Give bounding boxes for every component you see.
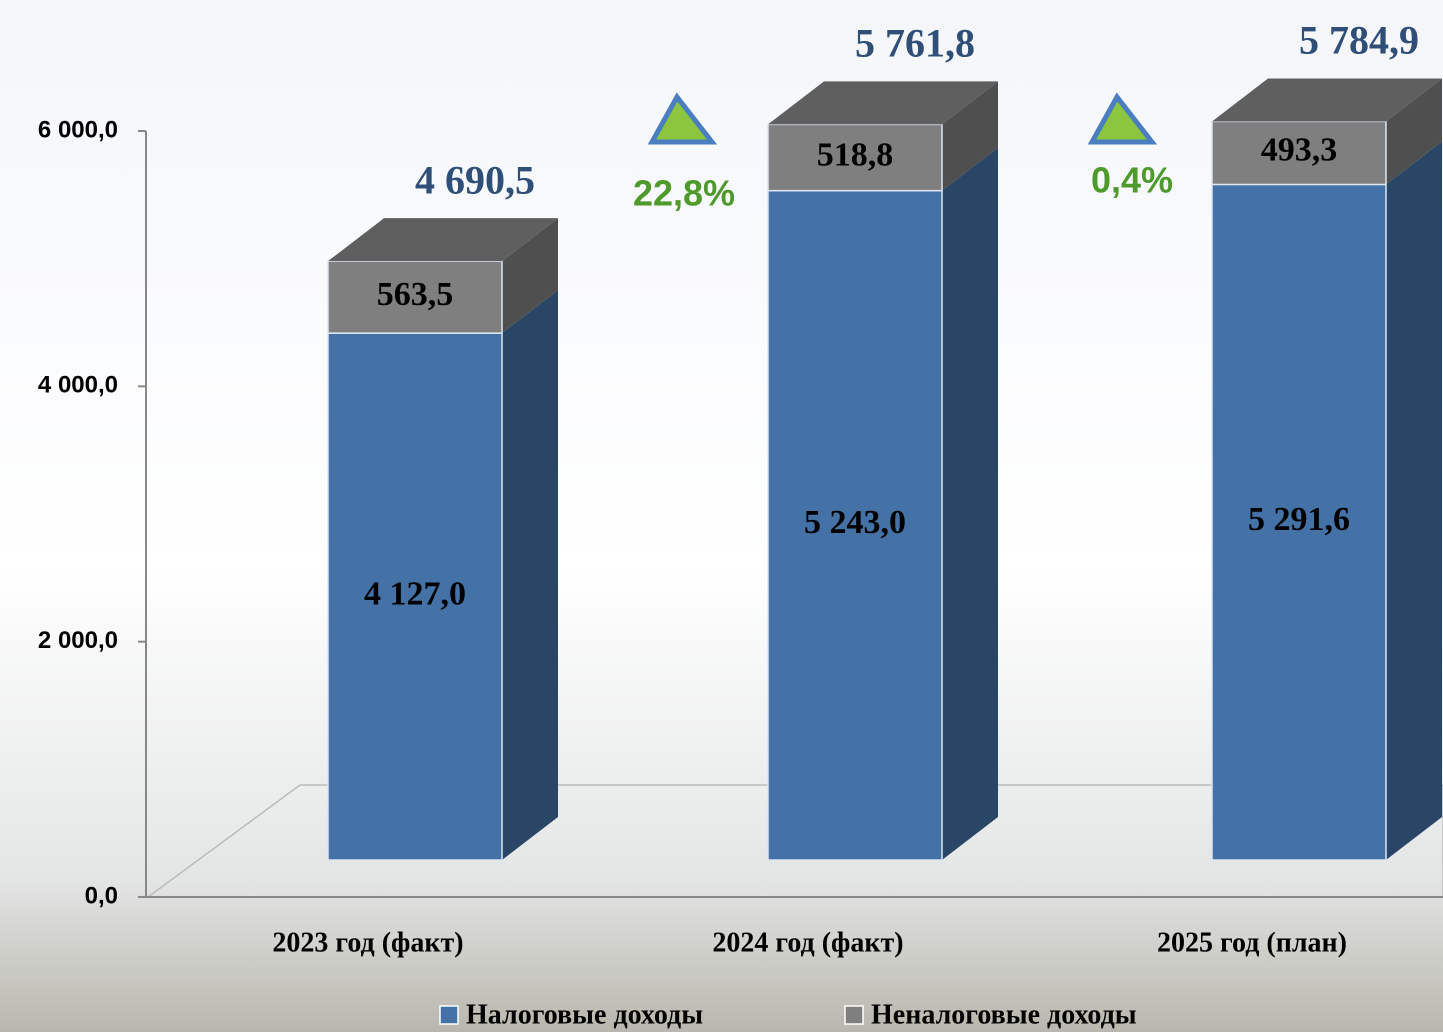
y-tick-label: 6 000,0 [38, 116, 118, 143]
data-label: 5 243,0 [804, 504, 906, 541]
bar [327, 332, 503, 861]
bar-side [1386, 78, 1442, 185]
total-label: 5 784,9 [1299, 18, 1419, 63]
bar [1211, 183, 1387, 861]
growth-label: 0,4% [1091, 160, 1173, 201]
bar-side [942, 147, 998, 860]
bar-side [942, 81, 998, 191]
bar-side [502, 290, 558, 861]
x-tick-label: 2023 год (факт) [272, 927, 463, 958]
growth-label: 22,8% [633, 173, 735, 214]
data-label: 563,5 [377, 276, 454, 313]
x-tick-label: 2025 год (план) [1157, 927, 1347, 958]
bar-top [768, 81, 998, 125]
bar-side [1386, 141, 1442, 860]
total-label: 5 761,8 [855, 21, 975, 66]
bar-top [328, 218, 558, 262]
bar-top [1212, 78, 1442, 122]
legend-label: Налоговые доходы [466, 999, 703, 1030]
data-label: 518,8 [817, 136, 894, 173]
growth-triangle [1087, 92, 1158, 145]
bar [327, 260, 503, 334]
legend-label: Неналоговые доходы [871, 999, 1137, 1030]
bar [767, 123, 943, 192]
y-tick-label: 4 000,0 [38, 372, 118, 399]
y-tick-label: 0,0 [85, 882, 118, 909]
data-label: 5 291,6 [1248, 501, 1350, 538]
data-label: 4 127,0 [364, 575, 466, 612]
total-label: 4 690,5 [415, 157, 535, 202]
legend-swatch [439, 1005, 459, 1025]
data-label: 493,3 [1261, 132, 1338, 169]
growth-triangle [647, 92, 718, 145]
bar [1211, 120, 1387, 186]
legend-swatch [844, 1005, 864, 1025]
y-tick-label: 2 000,0 [38, 627, 118, 654]
bar-side [502, 218, 558, 334]
x-tick-label: 2024 год (факт) [712, 927, 903, 958]
